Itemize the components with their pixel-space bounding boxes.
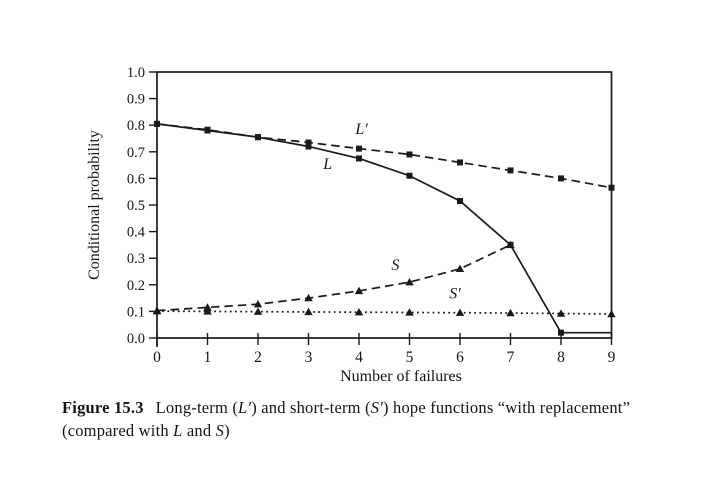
plot-frame: [156, 71, 613, 339]
caption-part: S: [215, 421, 225, 440]
x-tick-label: 5: [406, 349, 414, 366]
series-L-prime-marker: [154, 120, 160, 127]
y-tick-label: 0.2: [127, 278, 145, 294]
series-S-marker: [203, 303, 212, 311]
y-tick-label: 0.7: [127, 145, 145, 161]
caption-part: and: [182, 421, 216, 440]
x-tick-label: 9: [608, 349, 616, 366]
caption-part: ): [224, 421, 230, 440]
caption-figure-number: Figure 15.3: [62, 398, 144, 417]
series-L-line: [156, 123, 612, 334]
series-S-marker: [304, 293, 313, 302]
series-S-prime-marker: [607, 309, 616, 318]
series-S-prime-marker: [304, 307, 313, 316]
series-L-prime-marker: [608, 184, 615, 191]
series-L-prime: L′: [154, 120, 615, 191]
series-L-marker: [457, 198, 463, 205]
y-tick-label: 0.5: [127, 198, 145, 214]
y-tick-label: 0.8: [127, 118, 145, 134]
series-L-marker: [558, 329, 564, 336]
caption-line-1: Figure 15.3 Long-term (L′) and short-term…: [62, 396, 692, 419]
series-L-marker: [406, 172, 413, 179]
series-S-marker: [455, 264, 465, 273]
y-tick-label: 0.0: [127, 331, 145, 347]
series-L-prime-marker: [305, 139, 312, 146]
x-tick-label: 8: [557, 349, 565, 366]
caption-part: S′: [370, 398, 384, 417]
series-S-prime-marker: [405, 308, 414, 316]
series-L-marker: [356, 155, 362, 162]
x-tick-label: 0: [153, 349, 161, 366]
y-tick-label: 1.0: [127, 65, 145, 81]
series-S-marker: [405, 277, 414, 286]
caption-text-1: Long-term (L′) and short-term (S′) hope …: [156, 398, 630, 417]
x-tick-label: 3: [305, 349, 313, 366]
series-L-prime-marker: [204, 126, 211, 133]
series-S-prime-marker: [253, 307, 263, 315]
caption-part: ) and short-term (: [251, 398, 371, 417]
y-tick-label: 0.9: [127, 92, 145, 108]
series-S-prime: S′: [152, 285, 616, 318]
figure-caption: Figure 15.3 Long-term (L′) and short-term…: [62, 396, 692, 442]
caption-part: (compared with: [62, 421, 174, 440]
series-S-prime-line: [156, 310, 612, 315]
series-S-prime-marker: [556, 309, 566, 317]
y-tick-label: 0.6: [127, 171, 145, 187]
series-S-prime-marker: [506, 308, 515, 317]
series-S-prime-marker: [203, 307, 212, 315]
series-L-prime-marker: [457, 159, 463, 166]
series-S-marker: [506, 240, 515, 249]
x-tick-label: 1: [204, 349, 212, 366]
series-S-label: S: [391, 257, 399, 274]
x-tick-label: 7: [507, 349, 515, 366]
series-S-prime-label: S′: [449, 285, 461, 302]
caption-line-2: (compared with L and S): [62, 419, 692, 442]
series-L-prime-marker: [406, 151, 413, 158]
y-axis-ticks: 0.0 0.1 0.2 0.3 0.4 0.5 0.6 0.7 0.8 0.9 1.0: [127, 65, 157, 347]
caption-part: L′: [238, 398, 252, 417]
series-S: S: [152, 240, 515, 314]
series-L-prime-marker: [356, 145, 362, 152]
series-L-prime-marker: [507, 167, 514, 174]
y-tick-label: 0.3: [127, 251, 145, 267]
x-tick-label: 2: [254, 349, 262, 366]
hope-functions-chart: 0.0 0.1 0.2 0.3 0.4 0.5 0.6 0.7 0.8 0.9 1.0 0 1 2 3 4 5 6…: [86, 65, 616, 385]
series-L-marker: [305, 143, 312, 150]
caption-text-2: (compared with L and S): [62, 421, 230, 440]
series-L-prime-line: [156, 123, 612, 189]
caption-part: L: [173, 421, 183, 440]
x-tick-label: 4: [355, 349, 363, 366]
x-tick-label: 6: [456, 349, 464, 366]
series-L-prime-marker: [255, 134, 261, 141]
series-S-line: [156, 244, 511, 312]
series-L-prime-marker: [558, 175, 564, 182]
y-tick-label: 0.1: [127, 304, 145, 320]
x-axis-title: Number of failures: [340, 368, 462, 385]
y-tick-label: 0.4: [127, 225, 146, 241]
series-S-marker: [253, 300, 263, 308]
series-L-label: L: [322, 156, 332, 173]
series-S-marker: [354, 286, 364, 295]
y-axis-title: Conditional probability: [86, 130, 103, 280]
series-S-prime-marker: [455, 308, 465, 316]
series-L-prime-label: L′: [354, 121, 368, 138]
series-S-prime-marker: [152, 306, 162, 315]
caption-part: Long-term (: [155, 398, 239, 417]
caption-part: ) hope functions “with replacement”: [383, 398, 631, 417]
series-S-prime-marker: [354, 307, 364, 316]
series-L: L: [154, 120, 612, 336]
